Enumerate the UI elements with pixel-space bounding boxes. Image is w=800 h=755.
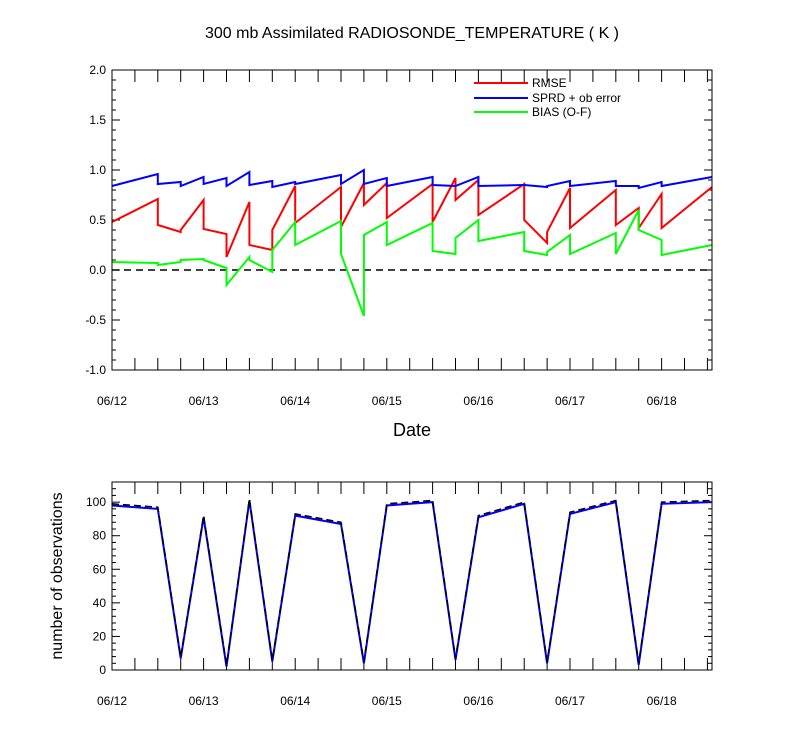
x-tick-label: 06/14 <box>280 394 310 408</box>
x-tick-label: 06/16 <box>463 694 493 708</box>
series-line-rmse <box>111 177 713 258</box>
y-tick-label: 1.0 <box>89 163 106 177</box>
series-line-possible <box>111 498 713 666</box>
bottom-chart-frame <box>111 481 713 671</box>
top-x-axis-title: Date <box>393 420 431 440</box>
y-tick-label: 60 <box>93 562 107 576</box>
y-tick-label: 2.0 <box>89 63 106 77</box>
y-tick-label: 0 <box>99 663 106 677</box>
x-tick-label: 06/17 <box>555 694 585 708</box>
bottom-y-axis-title: number of observations <box>49 492 66 659</box>
chart-title: 300 mb Assimilated RADIOSONDE_TEMPERATUR… <box>205 25 619 42</box>
legend-label-sprd: SPRD + ob error <box>532 91 621 105</box>
x-tick-label: 06/13 <box>189 394 219 408</box>
x-tick-label: 06/18 <box>647 394 677 408</box>
top-chart-plot <box>111 168 713 317</box>
bottom-chart-plot <box>111 498 713 667</box>
y-tick-label: 1.5 <box>89 113 106 127</box>
series-line-bias-o-f <box>111 209 713 317</box>
y-tick-label: -1.0 <box>85 363 106 377</box>
x-tick-label: 06/16 <box>463 394 493 408</box>
y-tick-label: 20 <box>93 629 107 643</box>
series-line-sprd-ob-error <box>111 168 713 190</box>
x-tick-label: 06/12 <box>97 694 127 708</box>
bottom-chart-ticks: 0 20 40 60 80 100 06/12 06/13 06/14 06/15 06/16 06/… <box>86 481 712 708</box>
y-tick-label: 0.0 <box>89 263 106 277</box>
y-tick-label: 100 <box>86 495 106 509</box>
x-tick-label: 06/14 <box>280 694 310 708</box>
y-tick-label: 0.5 <box>89 213 106 227</box>
x-tick-label: 06/18 <box>647 694 677 708</box>
top-chart-ticks: -1.0 -0.5 0.0 0.5 1.0 1.5 2.0 06/12 06/13 06/14 06… <box>85 63 712 408</box>
legend-label-rmse: RMSE <box>532 76 567 90</box>
x-tick-label: 06/17 <box>555 394 585 408</box>
x-tick-label: 06/15 <box>372 394 402 408</box>
x-tick-label: 06/12 <box>97 394 127 408</box>
y-tick-label: -0.5 <box>85 313 106 327</box>
x-tick-label: 06/13 <box>189 694 219 708</box>
y-tick-label: 40 <box>93 596 107 610</box>
series-line-assimilated <box>111 500 713 667</box>
x-tick-label: 06/15 <box>372 694 402 708</box>
y-tick-label: 80 <box>93 529 107 543</box>
legend: RMSE SPRD + ob error BIAS (O-F) <box>474 76 621 119</box>
legend-label-bias: BIAS (O-F) <box>532 105 591 119</box>
top-chart-frame <box>111 69 713 371</box>
